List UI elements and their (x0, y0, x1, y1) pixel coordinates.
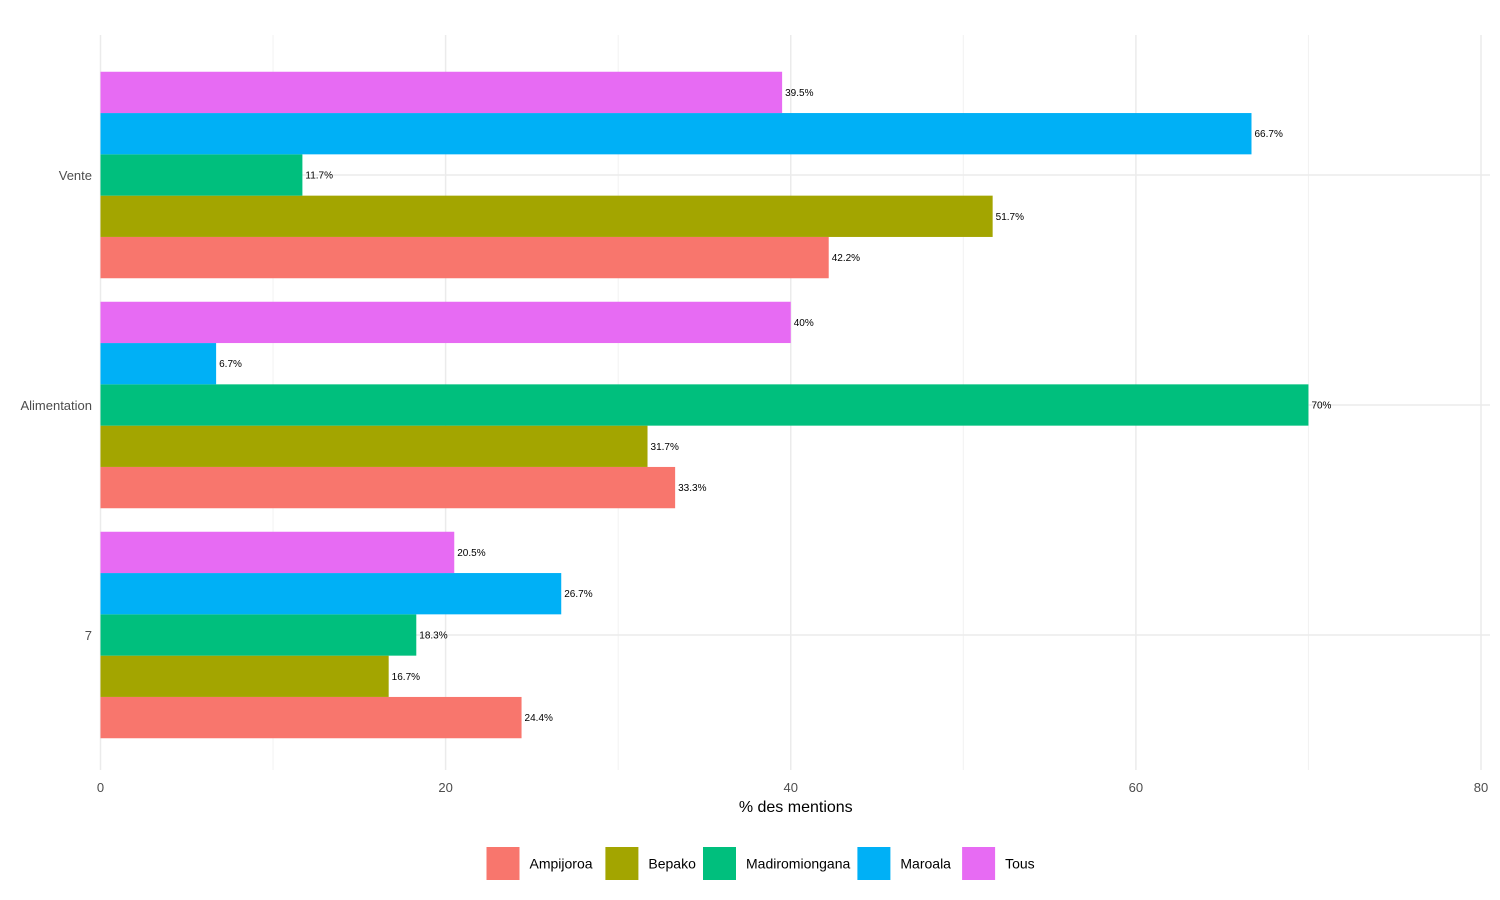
legend-label: Tous (1005, 856, 1035, 872)
x-tick-label: 40 (784, 780, 798, 795)
data-label: 70% (1311, 401, 1331, 412)
bars (100, 71, 1309, 739)
bar-madiromiongana-vente (100, 154, 303, 196)
data-label: 18.3% (419, 631, 447, 642)
legend-item-bepako: Bepako (605, 847, 696, 880)
bar-maroala-7 (100, 573, 562, 615)
data-label: 40% (794, 318, 814, 329)
bar-ampijoroa-alimentation (100, 466, 676, 509)
legend-label: Madiromiongana (746, 856, 850, 872)
x-axis-tick-labels: 0 20 40 60 80 (97, 780, 1488, 795)
y-tick-label: Vente (59, 168, 92, 183)
legend-key (857, 847, 891, 880)
x-tick-label: 60 (1129, 780, 1143, 795)
x-tick-label: 0 (97, 780, 104, 795)
bar-maroala-alimentation (100, 343, 217, 385)
bar-ampijoroa-vente (100, 236, 829, 279)
bar-bepako-alimentation (100, 425, 648, 467)
data-label: 33.3% (678, 483, 706, 494)
data-label: 66.7% (1254, 129, 1282, 140)
bar-tous-alimentation (100, 301, 791, 344)
legend-key (962, 847, 996, 880)
legend-item-maroala: Maroala (857, 847, 951, 880)
data-label: 24.4% (525, 713, 553, 724)
legend-key (605, 847, 639, 880)
legend-key (486, 847, 520, 880)
data-label: 42.2% (832, 253, 860, 264)
bar-bepako-vente (100, 195, 993, 237)
x-axis-title: % des mentions (739, 799, 853, 816)
bar-ampijoroa-7 (100, 696, 522, 739)
data-label: 31.7% (651, 442, 679, 453)
legend-item-ampijoroa: Ampijoroa (486, 847, 593, 880)
y-tick-label: Alimentation (20, 398, 92, 413)
bar-maroala-vente (100, 113, 1252, 155)
data-label: 16.7% (392, 672, 420, 683)
legend-key (703, 847, 736, 880)
legend-item-madiromiongana: Madiromiongana (703, 847, 850, 880)
data-labels: 42.2% 51.7% 11.7% 66.7% 39.5% 33.3% 31.7% 70% 6.… (219, 88, 1331, 724)
data-label: 20.5% (457, 548, 485, 559)
bar-tous-7 (100, 531, 455, 574)
x-tick-label: 80 (1474, 780, 1488, 795)
legend-label: Maroala (900, 856, 951, 872)
bar-madiromiongana-alimentation (100, 384, 1309, 426)
bar-madiromiongana-7 (100, 614, 417, 656)
data-label: 6.7% (219, 359, 242, 370)
legend-item-tous: Tous (962, 847, 1035, 880)
data-label: 39.5% (785, 88, 813, 99)
bar-bepako-7 (100, 655, 389, 697)
data-label: 11.7% (305, 171, 333, 182)
legend: Ampijoroa Bepako Madiromiongana Maroala Tous (486, 847, 1035, 880)
legend-label: Bepako (648, 856, 696, 872)
x-tick-label: 20 (438, 780, 452, 795)
legend-label: Ampijoroa (530, 856, 593, 872)
data-label: 51.7% (996, 212, 1024, 223)
data-label: 26.7% (564, 589, 592, 600)
y-tick-label: 7 (85, 628, 92, 643)
bar-tous-vente (100, 71, 783, 114)
y-axis-tick-labels: Vente Alimentation 7 (20, 168, 92, 643)
